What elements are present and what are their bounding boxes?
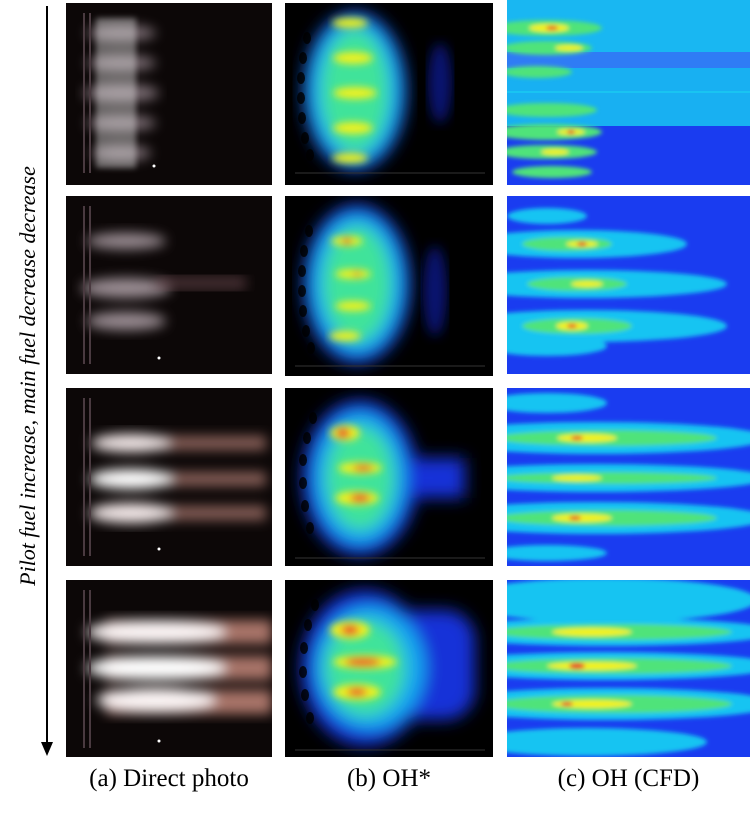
direct-photo-row-4 xyxy=(66,580,272,757)
column-label-oh-cfd: (c) OH (CFD) xyxy=(557,765,700,792)
oh-star-row-2 xyxy=(285,196,493,376)
oh-star-row-1 xyxy=(285,3,493,185)
oh-cfd-row-1 xyxy=(507,0,750,185)
column-label-oh-star: (b) OH* xyxy=(346,765,431,792)
direct-photo-row-1 xyxy=(66,3,272,185)
oh-star-row-4 xyxy=(285,580,493,757)
oh-cfd-row-4 xyxy=(507,580,750,757)
direct-photo-row-2 xyxy=(66,196,272,374)
oh-star-row-3 xyxy=(285,388,493,566)
oh-cfd-row-2 xyxy=(507,196,750,374)
side-label: Pilot fuel increase, main fuel decrease … xyxy=(15,166,40,586)
column-label-direct-photo: (a) Direct photo xyxy=(89,765,249,792)
decrease-arrow-head xyxy=(41,742,53,756)
oh-cfd-row-3 xyxy=(507,388,750,566)
direct-photo-row-3 xyxy=(66,388,272,566)
decrease-arrow-shaft xyxy=(46,6,48,743)
